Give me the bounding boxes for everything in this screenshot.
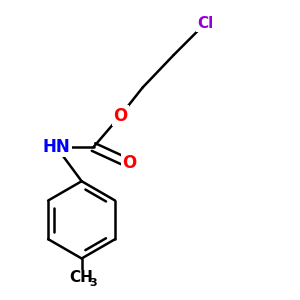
Text: 3: 3 [89,278,97,288]
Text: O: O [113,107,127,125]
Text: Cl: Cl [197,16,213,31]
Text: CH: CH [70,270,94,285]
Text: HN: HN [43,138,70,156]
Text: O: O [122,154,136,172]
